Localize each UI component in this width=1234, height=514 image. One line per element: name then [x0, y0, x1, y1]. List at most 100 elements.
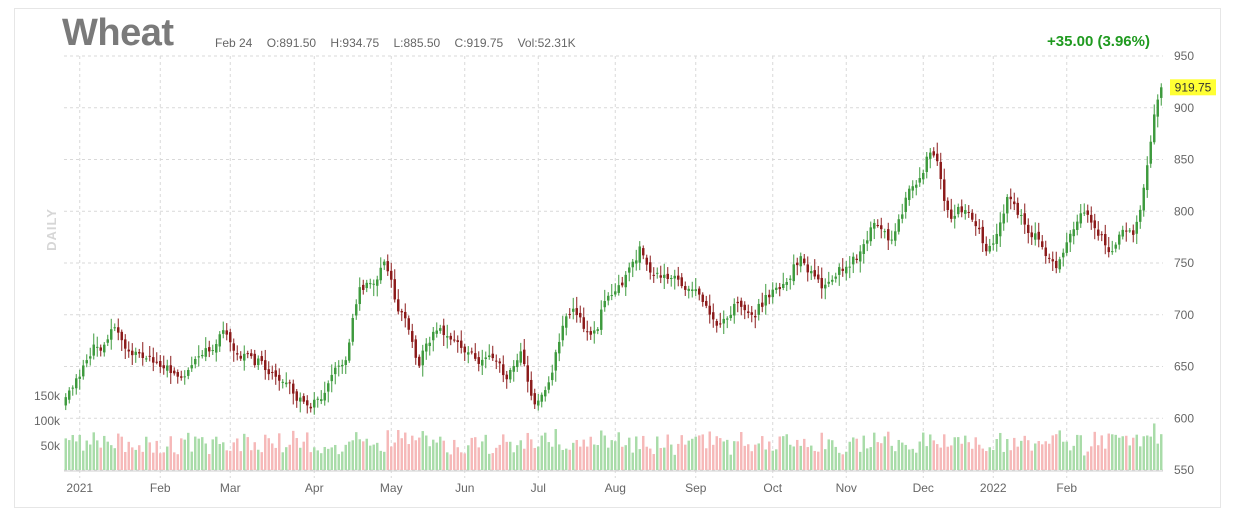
- candle-body: [617, 285, 620, 293]
- volume-bar: [537, 446, 540, 470]
- candle-body: [862, 244, 865, 254]
- volume-bar: [771, 450, 774, 470]
- candle-body: [1139, 209, 1142, 222]
- candle-body: [229, 332, 232, 343]
- candle-body: [757, 303, 760, 315]
- volume-bar: [68, 440, 71, 470]
- candle-body: [271, 371, 274, 373]
- candle-body: [379, 267, 382, 281]
- candle-body: [964, 210, 967, 214]
- volume-bar: [775, 449, 778, 470]
- volume-bar: [663, 447, 666, 470]
- volume-bar: [582, 439, 585, 470]
- volume-bar: [971, 448, 974, 470]
- volume-bar: [698, 435, 701, 470]
- candle-body: [1142, 187, 1145, 211]
- x-tick-label: Feb: [1056, 481, 1077, 495]
- candle-body: [869, 227, 872, 242]
- candle-body: [442, 325, 445, 336]
- volume-bar: [918, 441, 921, 470]
- volume-bar: [992, 449, 995, 470]
- volume-bar: [341, 451, 344, 470]
- volume-bar: [141, 451, 144, 470]
- candle-body: [355, 304, 358, 316]
- volume-bar: [631, 452, 634, 470]
- volume-bar: [530, 439, 533, 470]
- open-value: O:891.50: [266, 36, 317, 50]
- candle-body: [775, 287, 778, 290]
- candle-body: [292, 383, 295, 394]
- candle-body: [110, 329, 113, 340]
- candle-body: [845, 266, 848, 274]
- volume-bar: [274, 447, 277, 470]
- candle-body: [950, 209, 953, 219]
- candle-body: [278, 374, 281, 381]
- volume-tick-label: 150k: [34, 389, 61, 403]
- volume-bar: [1065, 441, 1068, 470]
- volume-bar: [1051, 435, 1054, 470]
- candle-body: [232, 343, 235, 351]
- volume-bar: [911, 448, 914, 470]
- volume-bar: [1093, 431, 1096, 470]
- candle-body: [1146, 165, 1149, 191]
- volume-bar: [1055, 434, 1058, 470]
- candle-body: [680, 277, 683, 287]
- candle-body: [715, 321, 718, 326]
- candle-body: [1027, 224, 1030, 233]
- volume-bar: [859, 451, 862, 470]
- candle-body: [295, 391, 298, 401]
- candle-body: [425, 343, 428, 352]
- volume-bar: [743, 445, 746, 470]
- volume-bar: [624, 445, 627, 470]
- volume-bar: [950, 445, 953, 470]
- volume-bar: [761, 436, 764, 470]
- volume-bar: [271, 443, 274, 470]
- volume-bar: [131, 447, 134, 470]
- volume-bar: [883, 436, 886, 470]
- volume-bar: [869, 447, 872, 470]
- volume-bar: [376, 442, 379, 470]
- candle-body: [383, 261, 386, 266]
- candle-body: [155, 361, 158, 363]
- candle-body: [771, 289, 774, 298]
- volume-bar: [523, 448, 526, 470]
- volume-bar: [568, 449, 571, 470]
- volume-bar: [250, 450, 253, 470]
- volume-bar: [1086, 451, 1089, 470]
- volume-bar: [736, 441, 739, 470]
- volume-bar: [1069, 450, 1072, 470]
- chart-frame: [14, 8, 1221, 508]
- volume-bar: [512, 452, 515, 470]
- volume-bar: [449, 454, 452, 470]
- candle-body: [831, 279, 834, 282]
- candle-body: [78, 376, 81, 379]
- volume-bar: [1079, 435, 1082, 470]
- volume-bar: [180, 438, 183, 470]
- candle-body: [222, 330, 225, 334]
- volume-bar: [820, 432, 823, 470]
- volume-bar: [789, 444, 792, 470]
- volume-bar: [673, 454, 676, 470]
- candle-body: [344, 360, 347, 365]
- candle-body: [649, 262, 652, 273]
- candle-body: [194, 359, 197, 365]
- candle-body: [614, 291, 617, 295]
- volume-bar: [1125, 435, 1128, 470]
- candle-body: [582, 317, 585, 329]
- x-tick-label: Mar: [220, 481, 241, 495]
- candle-body: [103, 344, 106, 353]
- candle-body: [274, 370, 277, 377]
- candle-body: [547, 382, 550, 390]
- candle-body: [456, 340, 459, 343]
- volume-bar: [1100, 435, 1103, 470]
- volume-bar: [1132, 437, 1135, 470]
- candle-body: [876, 225, 879, 227]
- candle-body: [117, 327, 120, 333]
- volume-bar: [295, 438, 298, 470]
- candle-body: [264, 360, 267, 371]
- candle-body: [740, 300, 743, 307]
- volume-bar: [117, 433, 120, 470]
- candle-body: [474, 353, 477, 359]
- candle-body: [631, 261, 634, 268]
